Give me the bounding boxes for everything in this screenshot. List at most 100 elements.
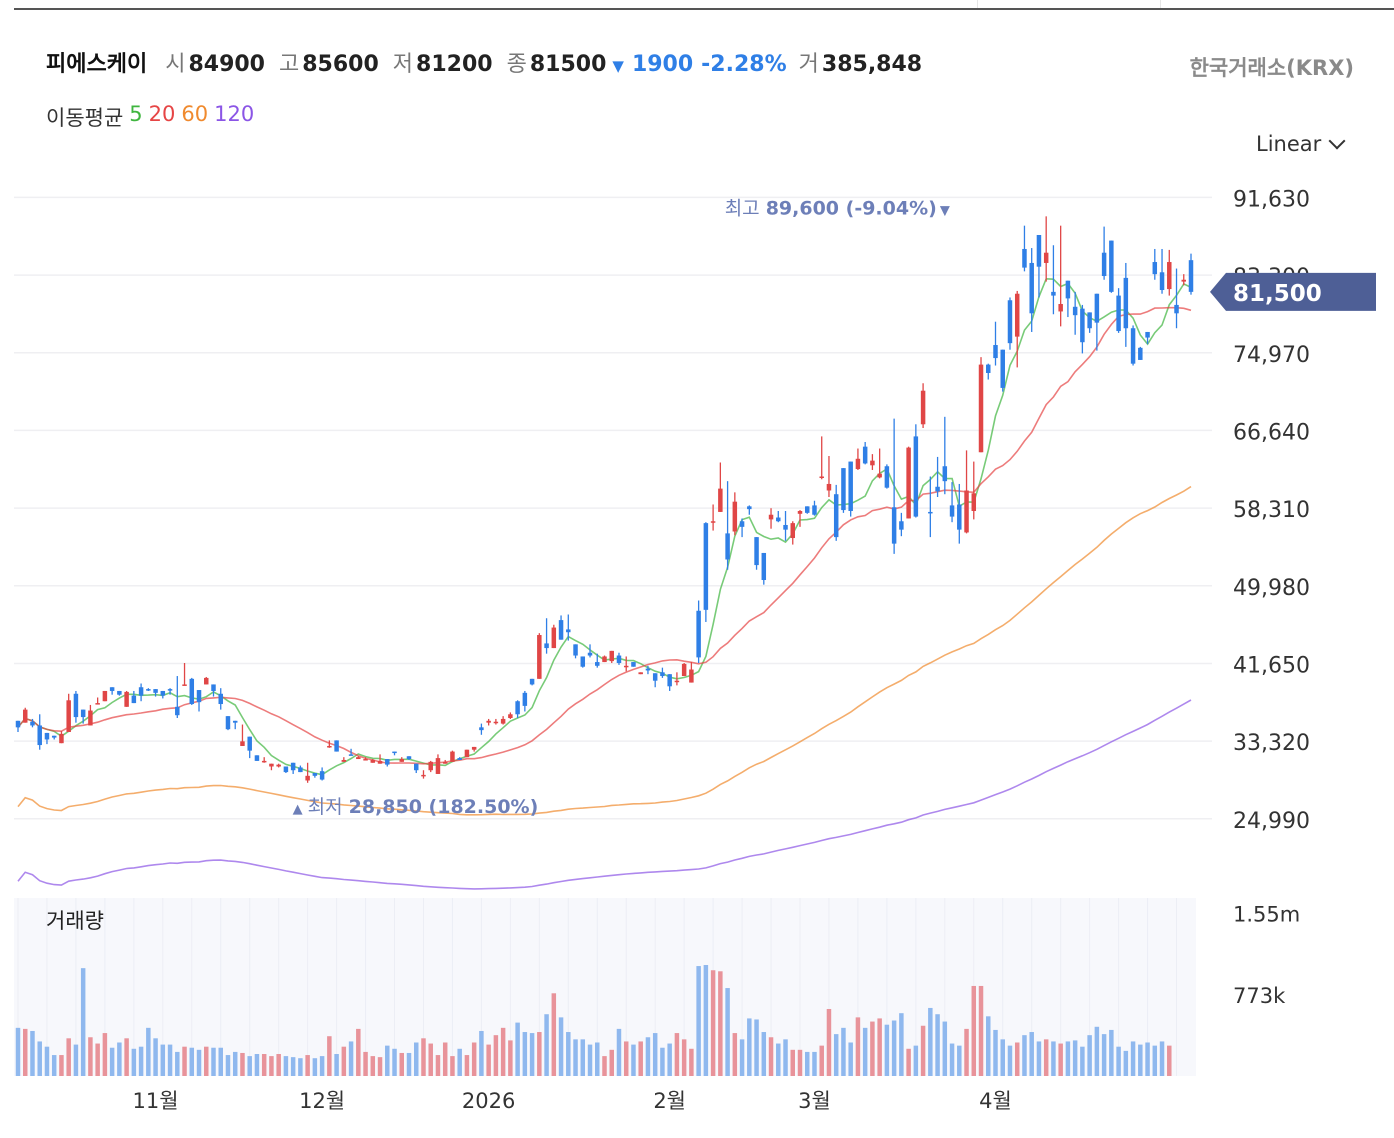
scale-toggle-label: Linear [1256,132,1322,156]
volume-bar [638,1041,643,1076]
volume-bar [747,1018,752,1076]
volume-bar [1043,1039,1049,1076]
candle-body [580,656,586,667]
volume-bar [261,1054,267,1076]
volume-bar [312,1058,318,1076]
volume-bar [131,1048,137,1076]
x-tick-label: 11월 [133,1089,179,1113]
candle-body [848,461,853,511]
candle-body [928,511,933,514]
candle-body [949,505,955,517]
volume-bar [406,1052,412,1076]
volume-bar [356,1028,361,1076]
candle-body [218,693,223,705]
high-label: 고 [279,52,300,77]
candle-body [138,687,144,696]
candle-body [537,635,542,679]
candle-body [1029,262,1034,314]
candle-body [392,751,397,754]
candle-body [739,521,745,527]
change-value: 1900 [631,52,694,77]
volume-bar [428,1043,433,1076]
volume-bar [160,1044,166,1076]
volume-bar [1145,1042,1150,1076]
volume-bar [964,1028,969,1076]
volume-bar [276,1054,281,1076]
price-tick-label: 49,980 [1233,576,1310,601]
x-tick-label: 2026 [462,1089,515,1113]
volume-label: 거 [798,52,819,77]
volume-bar [486,1044,491,1076]
candle-body [290,762,296,771]
ma-legend-item-5[interactable]: 5 [129,102,143,126]
volume-bar [580,1039,586,1076]
volume-bar [602,1056,607,1076]
candle-body [674,680,680,683]
candle-body [450,751,455,762]
candle-body [1188,260,1194,292]
volume-bar [986,1016,991,1076]
volume-bar [305,1055,310,1076]
candle-body [783,524,788,530]
candle-body [935,486,940,492]
volume-bar [413,1042,419,1076]
candle-body [1174,304,1179,314]
candle-body [899,521,904,530]
candle-body [428,761,433,771]
volume-bar [196,1049,202,1076]
candle-body [399,759,405,762]
volume-bar [797,1049,803,1076]
candle-body [269,763,274,767]
candle-body [609,650,614,662]
candle-body [957,504,962,530]
volume-bar [558,1017,564,1076]
volume-bar [377,1057,383,1076]
ma-legend-item-60[interactable]: 60 [181,102,209,126]
volume-bar [493,1035,499,1076]
volume-bar [479,1030,484,1076]
candle-body [457,758,462,760]
volume-bar [718,971,723,1076]
candle-body [1130,328,1136,364]
moving-average-legend: 이동평균 5 20 60 120 [46,102,254,132]
ma-line-60 [17,485,1192,816]
volume-bar [652,1033,658,1076]
volume-bar [471,1042,477,1076]
candle-body [1087,312,1092,329]
candle-body [204,677,209,685]
candle-body [247,736,252,751]
candle-body [812,505,817,515]
candle-body [790,523,796,539]
candle-body [385,759,390,765]
ma-legend-item-120[interactable]: 120 [214,102,255,126]
close-label: 종 [506,52,527,77]
top-rule-tick [1160,0,1161,8]
candle-body [356,757,361,760]
candle-body [797,511,803,514]
volume-bar [124,1038,129,1076]
low-label: 저 [392,52,414,77]
candle-body [602,656,607,663]
candle-body [1072,306,1078,316]
volume-bar [334,1054,339,1076]
volume-bar [667,1043,672,1076]
candle-body [1138,347,1143,360]
candle-body [913,436,919,517]
current-price-label: 81,500 [1233,281,1322,307]
ma-legend-item-20[interactable]: 20 [148,102,176,126]
scale-toggle[interactable]: Linear [1256,132,1346,156]
candle-body [283,766,289,773]
candle-body [109,687,115,691]
volume-bar [457,1048,462,1076]
volume-bar [1000,1039,1005,1076]
volume-bar [182,1046,187,1076]
volume-bar [957,1045,962,1076]
candle-body [710,521,716,523]
volume-bar [573,1039,578,1076]
candle-body [566,629,571,633]
price-tick-label: 91,630 [1233,187,1310,212]
volume-bar [22,1028,28,1076]
candle-body [160,690,166,696]
volume-bar [109,1047,115,1076]
